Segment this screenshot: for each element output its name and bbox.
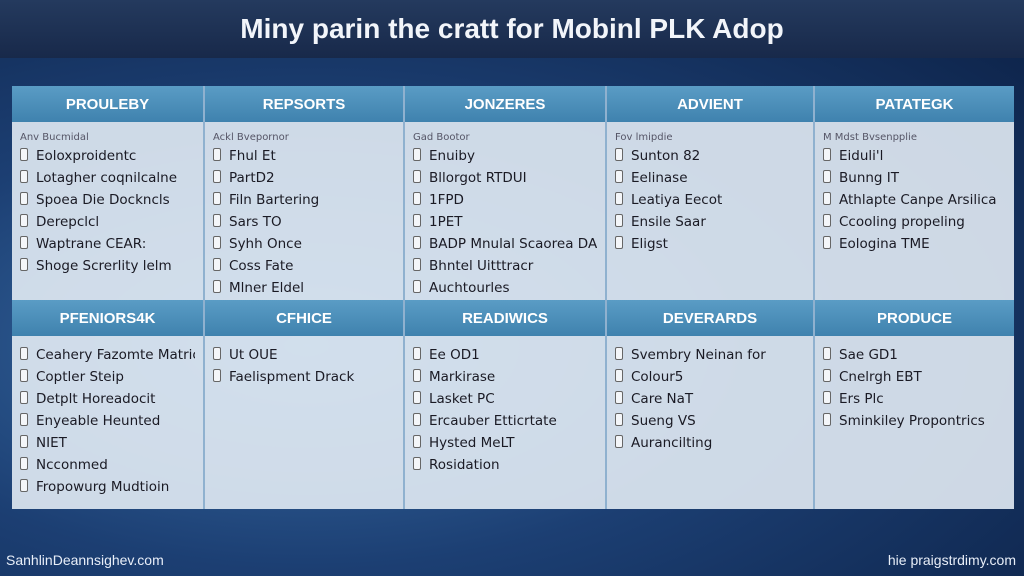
panel-body: Ee OD1 Markirase Lasket PC Ercauber Etticrt… bbox=[405, 336, 605, 509]
panel-body: Ackl Bvepornor Fhul Et PartD2 Filn Barterin… bbox=[205, 122, 403, 321]
list-item: Svembry Neinan for bbox=[615, 344, 805, 366]
panel-header: READIWICS bbox=[405, 300, 605, 336]
panel-subheader: M Mdst Bvsenpplie bbox=[823, 132, 917, 143]
list-item: Faelispment Drack bbox=[213, 366, 395, 388]
list-item: Lotagher coqnilcalne bbox=[20, 167, 195, 189]
list-item: Hysted MeLT bbox=[413, 432, 597, 454]
panel-subheader: Gad Bootor bbox=[413, 132, 470, 143]
panel-header: ADVIENT bbox=[607, 86, 813, 122]
list-item: Ut OUE bbox=[213, 344, 395, 366]
list-item: Athlapte Canpe Arsilica bbox=[823, 189, 1006, 211]
title-bar: Miny parin the cratt for Mobinl PLK Adop bbox=[0, 0, 1024, 58]
list-item: Eelinase bbox=[615, 167, 805, 189]
panel-body: Ceahery Fazomte Matric Coptler Steip Detpl… bbox=[12, 336, 203, 509]
list-item: Waptrane CEAR: bbox=[20, 233, 195, 255]
panel-body: Sae GD1 Cnelrgh EBT Ers Plc Sminkiley Propo… bbox=[815, 336, 1014, 509]
panel-header: JONZERES bbox=[405, 86, 605, 122]
list-item: Mlner Eldel bbox=[213, 277, 395, 299]
list-item: Derepclcl bbox=[20, 211, 195, 233]
list-item: Markirase bbox=[413, 366, 597, 388]
panel: PRODUCE Sae GD1 Cnelrgh EBT Ers Plc Sminkile… bbox=[815, 300, 1014, 509]
list-item: Ers Plc bbox=[823, 388, 1006, 410]
panel-body: Anv Bucmidal Eoloxproidentc Lotagher coqni… bbox=[12, 122, 203, 300]
panel-body: Fov lmipdie Sunton 82 Eelinase Leatiya Eeco… bbox=[607, 122, 813, 300]
list-item: Eligst bbox=[615, 233, 805, 255]
panel: REPSORTS Ackl Bvepornor Fhul Et PartD2 Filn … bbox=[205, 86, 405, 321]
list-item: Eoloxproidentc bbox=[20, 145, 195, 167]
list-item: Leatiya Eecot bbox=[615, 189, 805, 211]
panel-body: Ut OUE Faelispment Drack bbox=[205, 336, 403, 509]
list-item: Detplt Horeadocit bbox=[20, 388, 195, 410]
panel-subheader: Ackl Bvepornor bbox=[213, 132, 289, 143]
list-item: NIET bbox=[20, 432, 195, 454]
panel: PATATEGK M Mdst Bvsenpplie Eiduli'l Bunng I… bbox=[815, 86, 1014, 300]
list-item: Eologina TME bbox=[823, 233, 1006, 255]
footer-right: hie praigstrdimy.com bbox=[887, 552, 1016, 568]
panel: JONZERES Gad Bootor Enuiby Bllorgot RTDUI 1F… bbox=[405, 86, 607, 300]
list-item: Aurancilting bbox=[615, 432, 805, 454]
list-item: Bunng IT bbox=[823, 167, 1006, 189]
list-item: Spoea Die Dockncls bbox=[20, 189, 195, 211]
panel-body: Svembry Neinan for Colour5 Care NaT Sueng V… bbox=[607, 336, 813, 509]
panel-header: PATATEGK bbox=[815, 86, 1014, 122]
list-item: Coptler Steip bbox=[20, 366, 195, 388]
list-item: Lasket PC bbox=[413, 388, 597, 410]
panel-body: M Mdst Bvsenpplie Eiduli'l Bunng IT Athlapt… bbox=[815, 122, 1014, 300]
panel-grid: PROULEBY Anv Bucmidal Eoloxproidentc Lotagh… bbox=[12, 86, 1014, 545]
panel-header: DEVERARDS bbox=[607, 300, 813, 336]
panel-subheader: Anv Bucmidal bbox=[20, 132, 89, 143]
list-item: Sars TO bbox=[213, 211, 395, 233]
list-item: 1PET bbox=[413, 211, 597, 233]
panel-body: Gad Bootor Enuiby Bllorgot RTDUI 1FPD 1PET BA… bbox=[405, 122, 605, 300]
list-item: Ensile Saar bbox=[615, 211, 805, 233]
list-item: Enuiby bbox=[413, 145, 597, 167]
list-item: Ercauber Etticrtate bbox=[413, 410, 597, 432]
list-item: PartD2 bbox=[213, 167, 395, 189]
panel: CFHICE Ut OUE Faelispment Drack bbox=[205, 300, 405, 509]
list-item: Bllorgot RTDUI bbox=[413, 167, 597, 189]
panel-header: PROULEBY bbox=[12, 86, 203, 122]
list-item: Enyeable Heunted bbox=[20, 410, 195, 432]
list-item: Ceahery Fazomte Matric bbox=[20, 344, 195, 366]
panel-header: REPSORTS bbox=[205, 86, 403, 122]
list-item: 1FPD bbox=[413, 189, 597, 211]
list-item: Shoge Screrlity lelm bbox=[20, 255, 195, 277]
panel-header: PFENIORS4K bbox=[12, 300, 203, 336]
panel: PROULEBY Anv Bucmidal Eoloxproidentc Lotagh… bbox=[12, 86, 205, 300]
list-item: Syhh Once bbox=[213, 233, 395, 255]
list-item: Ccooling propeling bbox=[823, 211, 1006, 233]
list-item: Filn Bartering bbox=[213, 189, 395, 211]
panel: DEVERARDS Svembry Neinan for Colour5 Care N… bbox=[607, 300, 815, 509]
panel-subheader: Fov lmipdie bbox=[615, 132, 673, 143]
list-item: Colour5 bbox=[615, 366, 805, 388]
list-item: Coss Fate bbox=[213, 255, 395, 277]
list-item: Sae GD1 bbox=[823, 344, 1006, 366]
list-item: Rosidation bbox=[413, 454, 597, 476]
panel: ADVIENT Fov lmipdie Sunton 82 Eelinase Leati… bbox=[607, 86, 815, 300]
list-item: Auchtourles bbox=[413, 277, 597, 299]
list-item: Sunton 82 bbox=[615, 145, 805, 167]
footer-left: SanhlinDeannsighev.com bbox=[6, 552, 164, 568]
panel: PFENIORS4K Ceahery Fazomte Matric Coptler … bbox=[12, 300, 205, 509]
panel-header: CFHICE bbox=[205, 300, 403, 336]
list-item: Ncconmed bbox=[20, 454, 195, 476]
list-item: Fropowurg Mudtioin bbox=[20, 476, 195, 498]
list-item: Ee OD1 bbox=[413, 344, 597, 366]
title: Miny parin the cratt for Mobinl PLK Adop bbox=[240, 13, 784, 44]
list-item: Care NaT bbox=[615, 388, 805, 410]
list-item: Bhntel Uitttracr bbox=[413, 255, 597, 277]
panel-header: PRODUCE bbox=[815, 300, 1014, 336]
list-item: Sminkiley Propontrics bbox=[823, 410, 1006, 432]
list-item: Fhul Et bbox=[213, 145, 395, 167]
list-item: Cnelrgh EBT bbox=[823, 366, 1006, 388]
list-item: Sueng VS bbox=[615, 410, 805, 432]
list-item: Eiduli'l bbox=[823, 145, 1006, 167]
list-item: BADP Mnulal Scaorea DAB bbox=[413, 233, 597, 255]
panel: READIWICS Ee OD1 Markirase Lasket PC Ercaube… bbox=[405, 300, 607, 509]
